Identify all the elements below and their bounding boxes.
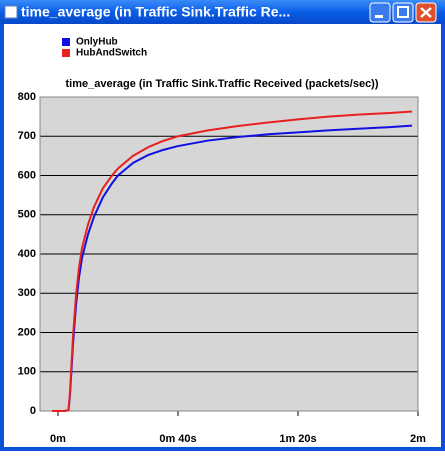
y-tick-label: 500 <box>18 209 36 221</box>
y-tick-label: 300 <box>18 287 36 299</box>
maximize-icon <box>397 6 409 18</box>
window-title: time_average (in Traffic Sink.Traffic Re… <box>21 4 290 20</box>
x-tick-label: 0m 40s <box>159 433 196 445</box>
minimize-icon <box>375 15 383 18</box>
y-tick-label: 0 <box>30 405 36 417</box>
y-tick-label: 700 <box>18 130 36 142</box>
legend-label: OnlyHub <box>76 37 118 48</box>
y-tick-label: 200 <box>18 326 36 338</box>
y-tick-label: 100 <box>18 366 36 378</box>
minimize-button[interactable] <box>369 2 391 23</box>
x-tick-label: 0m <box>50 433 66 445</box>
y-tick-label: 800 <box>18 91 36 103</box>
window-icon <box>4 5 18 19</box>
close-icon <box>420 7 432 18</box>
legend-swatch <box>62 49 70 57</box>
x-tick-label: 2m <box>410 433 426 445</box>
plot-frame <box>39 96 419 412</box>
legend-swatch <box>62 38 70 46</box>
y-tick-label: 400 <box>18 248 36 260</box>
maximize-button[interactable] <box>392 2 414 23</box>
chart-title: time_average (in Traffic Sink.Traffic Re… <box>65 78 378 90</box>
y-tick-label: 600 <box>18 169 36 181</box>
x-tick-label: 1m 20s <box>279 433 316 445</box>
series-line <box>52 110 413 412</box>
legend-label: HubAndSwitch <box>76 48 147 59</box>
